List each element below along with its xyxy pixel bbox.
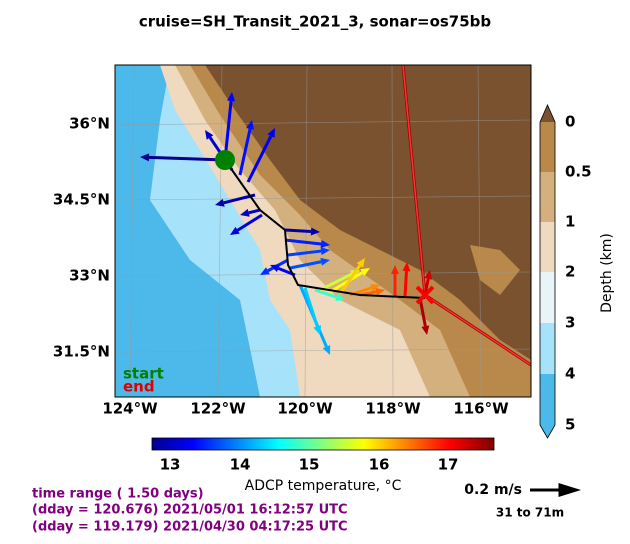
depth-tick: 5 [565, 416, 575, 434]
lon-label: 118°W [365, 400, 421, 418]
temp-tick: 16 [369, 456, 390, 474]
scale-speed: 0.2 m/s [464, 482, 522, 498]
vector [246, 135, 273, 183]
lat-label: 36°N [69, 115, 110, 133]
vector-head [205, 130, 214, 140]
vector-head [320, 247, 330, 256]
scale-arrow [530, 482, 582, 498]
vector [338, 264, 362, 295]
vector-head [227, 92, 236, 102]
lon-label: 120°W [277, 400, 333, 418]
vector-head [322, 345, 331, 355]
vector-head [320, 240, 330, 248]
map [115, 65, 531, 397]
temperature-colorbar: 13 14 15 16 17 ADCP temperature, °C [151, 437, 495, 494]
temp-tick: 15 [299, 456, 320, 474]
vector [238, 128, 252, 176]
time-start: (dday = 119.179) 2021/04/30 04:17:25 UTC [32, 520, 348, 535]
vector-head [140, 153, 150, 162]
vector [236, 213, 263, 232]
vector-head [391, 265, 399, 274]
vector-head [267, 128, 275, 138]
depth-tick: 0 [565, 113, 575, 131]
vector-head [356, 258, 365, 268]
vector-head [402, 262, 411, 272]
depth-tick: 4 [565, 365, 575, 383]
lon-label: 116°W [453, 400, 509, 418]
lat-label: 34.5°N [53, 191, 110, 209]
lat-labels: 36°N 34.5°N 33°N 31.5°N [53, 115, 110, 361]
vector-head [421, 325, 430, 335]
temp-label: ADCP temperature, °C [245, 478, 402, 494]
lon-label: 122°W [190, 400, 246, 418]
vector [418, 297, 427, 327]
vector [289, 260, 322, 270]
temp-tick: 13 [160, 456, 181, 474]
vector-head [230, 226, 240, 235]
vector-head [260, 267, 270, 275]
vector [314, 288, 337, 299]
time-end: (dday = 120.676) 2021/05/01 16:12:57 UTC [32, 503, 348, 518]
vector-head [375, 287, 385, 296]
vector-head [313, 325, 322, 335]
depth-tick: 0.5 [565, 163, 592, 181]
temp-tick: 14 [230, 456, 251, 474]
start-marker [215, 150, 235, 170]
depth-tick: 3 [565, 314, 575, 332]
vector-head [360, 268, 370, 277]
title: cruise=SH_Transit_2021_3, sonar=os75bb [139, 13, 492, 31]
vector-head [215, 198, 225, 207]
vector-head [240, 208, 250, 217]
legend-end: end [123, 378, 155, 396]
vector [303, 287, 319, 327]
depth-label: Depth (km) [599, 233, 615, 313]
depth-tick: 2 [565, 263, 575, 281]
temp-tick: 17 [438, 456, 459, 474]
vector [248, 208, 261, 215]
vector-head [246, 120, 254, 130]
lat-label: 33°N [69, 267, 110, 285]
vector [319, 272, 353, 292]
end-marker [415, 285, 435, 305]
vector [148, 155, 226, 162]
vector [284, 228, 312, 233]
lat-label: 31.5°N [53, 343, 110, 361]
scale-depth: 31 to 71m [496, 506, 564, 520]
time-range: time range ( 1.50 days) [32, 487, 204, 502]
vector-head [310, 227, 320, 236]
lon-label: 124°W [102, 400, 158, 418]
legend-start: start [123, 365, 164, 383]
vector-head [335, 293, 345, 301]
vector-head [370, 284, 380, 292]
depth-tick: 1 [565, 213, 575, 231]
vector-head [270, 264, 280, 273]
vector [287, 249, 322, 257]
vector-head [320, 257, 330, 266]
vector [329, 271, 364, 294]
vector [284, 238, 322, 246]
vector-head [424, 270, 433, 280]
depth-colorbar: 0 0.5 1 2 3 4 5 Depth (km) [539, 104, 615, 439]
vector [403, 270, 408, 298]
